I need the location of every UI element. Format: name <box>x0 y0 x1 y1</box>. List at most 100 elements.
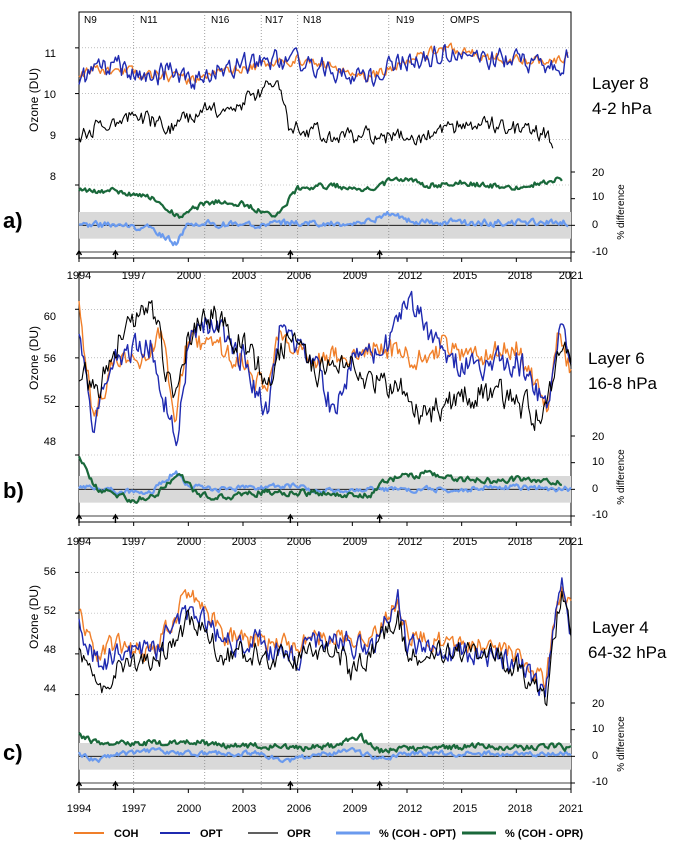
arrow-marker-b-0 <box>75 513 83 523</box>
layer-title-b: Layer 6 <box>588 349 645 368</box>
arrow-marker-c-0 <box>75 780 83 790</box>
legend-label-coh: COH <box>114 828 139 840</box>
series-line-b-3 <box>78 470 572 496</box>
y2-tick-a-0: 20 <box>592 167 604 179</box>
layer-title-a: Layer 8 <box>592 74 649 93</box>
x-tick-b-3: 2003 <box>232 536 256 548</box>
y-axis-label-a: Ozone (DU) <box>27 68 41 132</box>
x-tick-b-7: 2015 <box>453 536 477 548</box>
y-tick-c-0: 56 <box>44 566 56 578</box>
legend: COH OPT OPR % (COH - OPT) % (COH - OPR) <box>74 828 584 840</box>
layer-title-c: Layer 4 <box>592 618 649 637</box>
x-tick-a-6: 2012 <box>398 270 422 282</box>
arrow-marker-b-3 <box>376 513 383 523</box>
series-line-a-0 <box>78 42 569 85</box>
y2-tick-b-2: 0 <box>592 483 598 495</box>
arrow-marker-a-2 <box>287 249 294 259</box>
panel-label-b: b) <box>3 478 24 503</box>
y-tick-a-3: 8 <box>50 171 56 183</box>
series-line-a-2 <box>78 80 554 149</box>
x-tick-b-2: 2000 <box>177 536 201 548</box>
y2-tick-c-1: 10 <box>592 723 604 735</box>
arrow-marker-b-2 <box>287 513 294 523</box>
x-tick-c-2: 2000 <box>177 803 201 815</box>
x-tick-b-4: 2006 <box>287 536 311 548</box>
panel-b: Ozone (DU) 60 56 52 48 20 10 0 -10 % dif… <box>3 311 658 548</box>
plot-layer <box>75 11 575 793</box>
y2-tick-a-2: 0 <box>592 219 598 231</box>
series-line-c-0 <box>78 586 572 689</box>
y2-tick-b-1: 10 <box>592 456 604 468</box>
x-tick-a-3: 2003 <box>232 270 256 282</box>
satellite-label-n16: N16 <box>211 15 230 26</box>
x-tick-c-9: 2021 <box>559 803 583 815</box>
satellite-label-n19: N19 <box>396 15 415 26</box>
x-tick-c-7: 2015 <box>453 803 477 815</box>
y-tick-b-2: 52 <box>44 394 56 406</box>
y-tick-c-3: 44 <box>44 683 56 695</box>
y-tick-a-0: 11 <box>45 48 56 60</box>
x-tick-a-7: 2015 <box>453 270 477 282</box>
series-line-a-3 <box>78 210 569 247</box>
series-line-a-1 <box>78 43 569 90</box>
arrow-marker-c-3 <box>376 780 383 790</box>
satellite-label-n11: N11 <box>140 15 158 26</box>
y-tick-c-2: 48 <box>44 644 56 656</box>
y-axis-label-c: Ozone (DU) <box>27 585 41 649</box>
x-tick-c-8: 2018 <box>508 803 532 815</box>
panel-label-c: c) <box>3 740 23 765</box>
x-tick-b-8: 2018 <box>508 536 532 548</box>
series-line-b-2 <box>78 300 572 431</box>
y2-axis-label-b: % difference <box>616 449 627 505</box>
satellite-label-n17: N17 <box>265 15 284 26</box>
x-tick-c-5: 2009 <box>343 803 367 815</box>
panel-a: N9 N11 N16 N17 N18 N19 OMPS Ozone (DU) 1… <box>3 15 652 282</box>
panel-c: Ozone (DU) 56 52 48 44 20 10 0 -10 % dif… <box>3 566 667 815</box>
x-tick-a-8: 2018 <box>508 270 532 282</box>
x-tick-c-0: 1994 <box>67 803 91 815</box>
y-tick-a-2: 9 <box>50 130 56 142</box>
plot-frame-b <box>78 271 572 523</box>
series-line-c-4 <box>78 731 572 754</box>
y-axis-label-b: Ozone (DU) <box>27 326 41 390</box>
panel-label-a: a) <box>3 208 23 233</box>
legend-label-coh-opt: % (COH - OPT) <box>379 828 456 840</box>
x-tick-a-2: 2000 <box>177 270 201 282</box>
y-tick-b-3: 48 <box>44 436 56 448</box>
legend-label-opt: OPT <box>200 828 223 840</box>
y2-axis-label-a: % difference <box>616 184 627 240</box>
arrow-marker-a-0 <box>75 249 83 259</box>
x-tick-c-3: 2003 <box>232 803 256 815</box>
arrow-marker-a-3 <box>376 249 383 259</box>
y2-axis-label-c: % difference <box>616 716 627 772</box>
series-line-c-2 <box>78 590 572 707</box>
x-tick-c-6: 2012 <box>398 803 422 815</box>
y-tick-a-1: 10 <box>44 89 56 101</box>
y2-tick-c-0: 20 <box>592 698 604 710</box>
y2-tick-b-0: 20 <box>592 431 604 443</box>
plot-frame-a <box>78 11 572 259</box>
x-tick-b-5: 2009 <box>343 536 367 548</box>
pressure-range-a: 4-2 hPa <box>592 99 652 118</box>
y2-tick-c-3: -10 <box>592 776 608 788</box>
series-line-a-4 <box>78 176 563 219</box>
satellite-label-n18: N18 <box>303 15 322 26</box>
legend-label-opr: OPR <box>287 828 311 840</box>
y2-tick-b-3: -10 <box>592 509 608 521</box>
y-tick-c-1: 52 <box>44 605 56 617</box>
arrow-marker-a-1 <box>112 249 119 259</box>
plot-frame-c <box>78 537 572 790</box>
x-tick-a-5: 2009 <box>343 270 367 282</box>
y-tick-b-0: 60 <box>44 311 56 323</box>
arrow-marker-c-1 <box>112 780 119 790</box>
satellite-label-omps: OMPS <box>450 15 480 26</box>
legend-label-coh-opr: % (COH - OPR) <box>505 828 584 840</box>
arrow-marker-b-1 <box>112 513 119 523</box>
x-tick-b-6: 2012 <box>398 536 422 548</box>
x-tick-c-4: 2006 <box>287 803 311 815</box>
x-tick-a-4: 2006 <box>287 270 311 282</box>
y2-tick-a-1: 10 <box>592 191 604 203</box>
series-line-c-3 <box>78 746 572 764</box>
arrow-marker-c-2 <box>287 780 294 790</box>
